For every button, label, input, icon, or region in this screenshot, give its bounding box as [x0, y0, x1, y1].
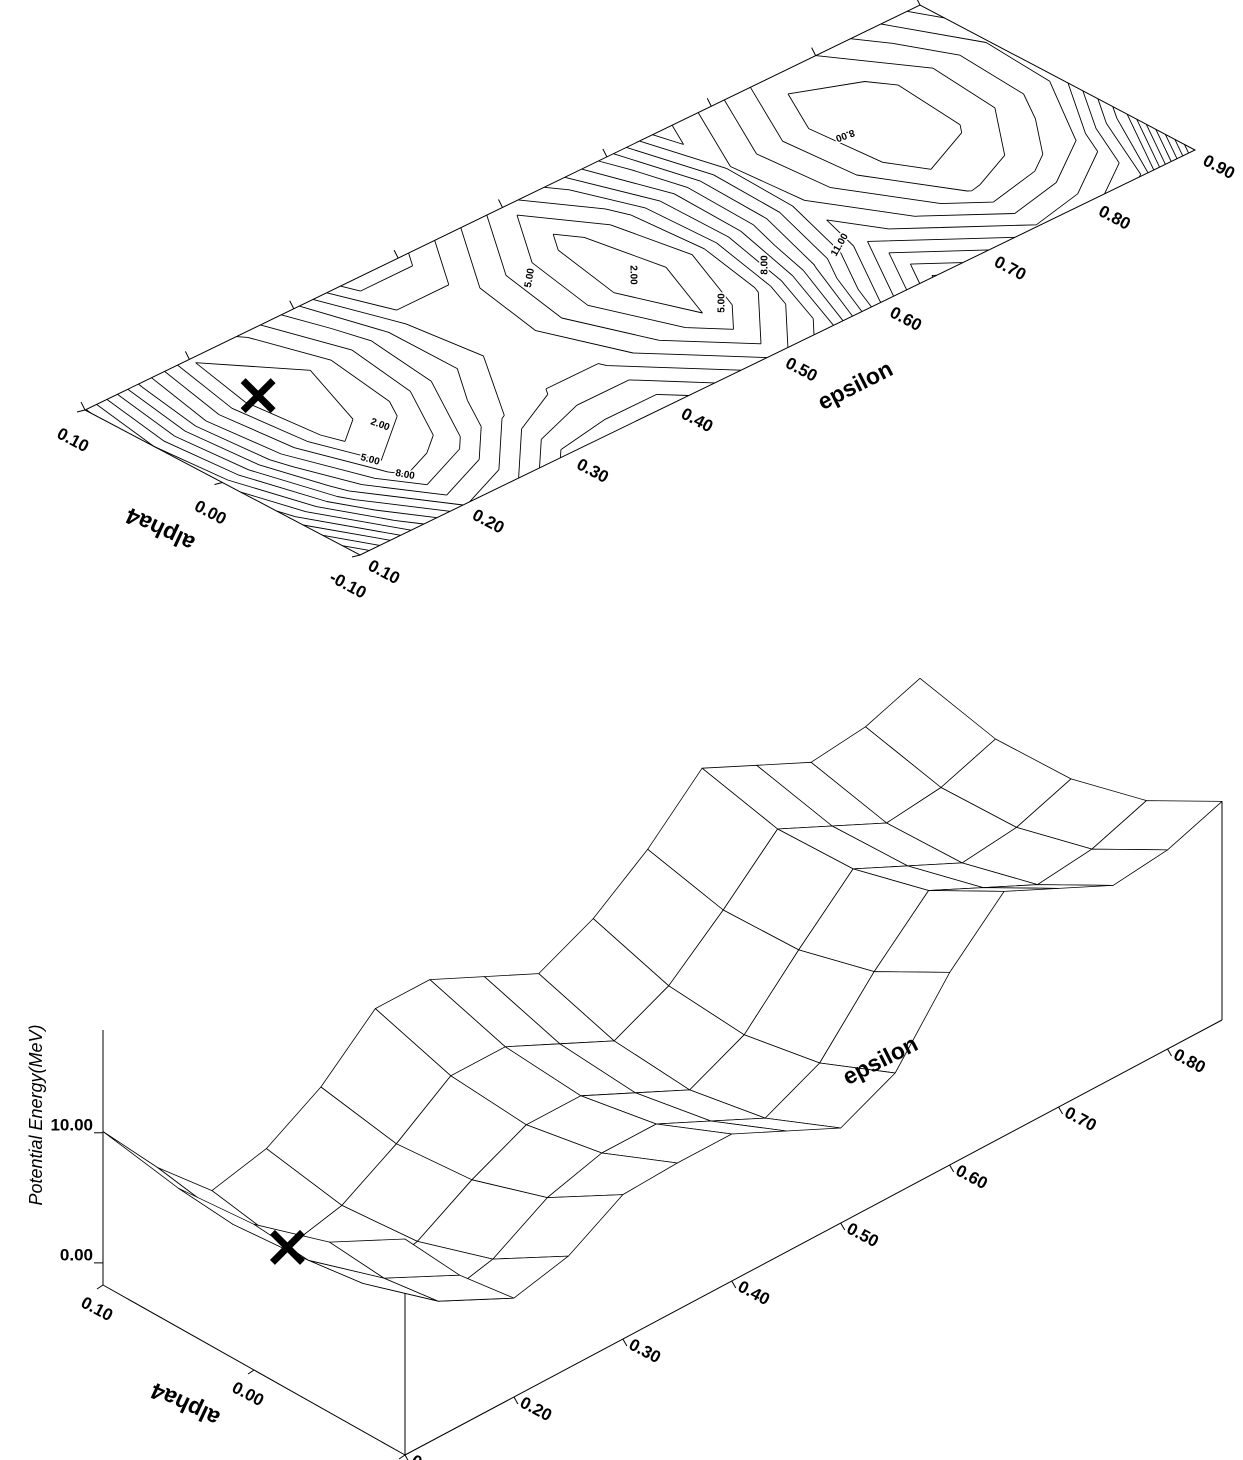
x-tick-label: 0.10 — [408, 1451, 446, 1460]
contour-label: 2.00 — [628, 265, 639, 285]
minimum-marker — [269, 1229, 305, 1265]
contour-label: 5.00 — [359, 452, 381, 468]
contour-line — [127, 186, 789, 506]
x-tick-label: 0.30 — [626, 1335, 664, 1367]
contour-line — [177, 336, 398, 461]
contour-label: 2.00 — [369, 417, 391, 434]
y-tick-label: 0.10 — [54, 424, 92, 456]
contour-line — [85, 55, 1006, 531]
x-tick — [1058, 1106, 1064, 1115]
x-tick-label: 0.60 — [887, 303, 925, 335]
y-tick — [247, 1369, 255, 1375]
x-tick-label: 0.70 — [991, 252, 1029, 284]
contour-label: 5.00 — [717, 293, 728, 313]
x-tick-label: 0.90 — [1200, 151, 1238, 183]
x-tick — [622, 1338, 628, 1347]
y-tick — [351, 554, 361, 558]
x-tick — [80, 401, 86, 411]
contour-line — [138, 199, 762, 496]
x-tick-label: 0.60 — [953, 1161, 991, 1193]
x-tick — [289, 300, 295, 309]
contour-line — [96, 81, 963, 525]
y-tick-label: 0.00 — [191, 496, 229, 528]
contour-label: 5.00 — [523, 267, 537, 289]
x-tick — [404, 1454, 409, 1460]
x-tick — [1167, 1048, 1172, 1057]
contour-line — [106, 168, 834, 519]
x-tick-label: 0.80 — [1170, 1045, 1208, 1077]
z-axis-title: Potential Energy(MeV) — [26, 1024, 46, 1205]
x-tick — [916, 0, 921, 6]
x-tick — [602, 148, 608, 158]
x-tick-label: 0.10 — [365, 556, 403, 588]
minimum-marker — [240, 378, 276, 414]
contour-label: 8.00 — [394, 468, 416, 482]
contour-line — [1145, 124, 1166, 165]
contour-line — [931, 114, 1155, 278]
contour-line — [276, 38, 1044, 536]
y-tick-label: -0.10 — [326, 568, 369, 603]
x-tick — [706, 98, 712, 107]
x-tick — [393, 249, 399, 259]
contour-line — [302, 23, 1077, 541]
x-tick-label: 0.30 — [574, 455, 612, 487]
contour-line — [1174, 139, 1184, 157]
x-tick — [184, 351, 190, 360]
x-tick-label: 0.40 — [678, 404, 716, 436]
x-axis-title: epsilon — [813, 355, 897, 415]
x-tick-label: 0.50 — [844, 1219, 882, 1251]
x-tick — [811, 47, 817, 56]
y-tick — [76, 409, 86, 413]
epsilon-axis — [404, 1019, 1223, 1456]
contour-line — [888, 98, 1142, 291]
x-tick — [949, 1164, 955, 1173]
contour-line — [151, 214, 734, 486]
y-axis-title: alpha4 — [146, 1378, 223, 1432]
z-tick-label: 10.00 — [50, 1115, 93, 1134]
x-tick-label: 0.80 — [1096, 201, 1134, 233]
surface-cell — [329, 1238, 460, 1279]
y-tick — [96, 1284, 104, 1290]
contour-line — [1155, 129, 1172, 162]
contour-line — [322, 10, 1099, 546]
y-tick — [214, 482, 223, 485]
y-axis-title: alpha4 — [121, 503, 198, 557]
x-tick-label: 0.20 — [469, 505, 507, 537]
contour-line — [117, 176, 815, 512]
plot-border — [83, 4, 1197, 556]
x-tick — [840, 1222, 846, 1231]
contour-line — [909, 106, 1149, 284]
z-tick-label: 0.00 — [60, 1245, 93, 1264]
y-tick — [398, 1454, 406, 1460]
y-tick-label: 0.10 — [78, 1293, 116, 1325]
contour-line — [1184, 144, 1190, 154]
contour-label: 8.00 — [760, 255, 771, 275]
x-tick-label: 0.20 — [517, 1393, 555, 1425]
contour-line — [1164, 134, 1178, 159]
contour-line — [195, 362, 354, 442]
x-tick — [498, 199, 503, 208]
x-tick-label: 0.70 — [1062, 1103, 1100, 1135]
contour-line — [342, 90, 1120, 551]
y-tick-label: 0.00 — [229, 1378, 267, 1410]
x-tick-label: 0.50 — [782, 353, 820, 385]
contour-line — [164, 233, 703, 475]
x-tick — [513, 1396, 519, 1405]
contour-line — [1136, 119, 1161, 168]
x-tick — [731, 1280, 737, 1289]
contour-label: 8.00 — [834, 127, 856, 144]
x-tick-label: 0.40 — [735, 1277, 773, 1309]
